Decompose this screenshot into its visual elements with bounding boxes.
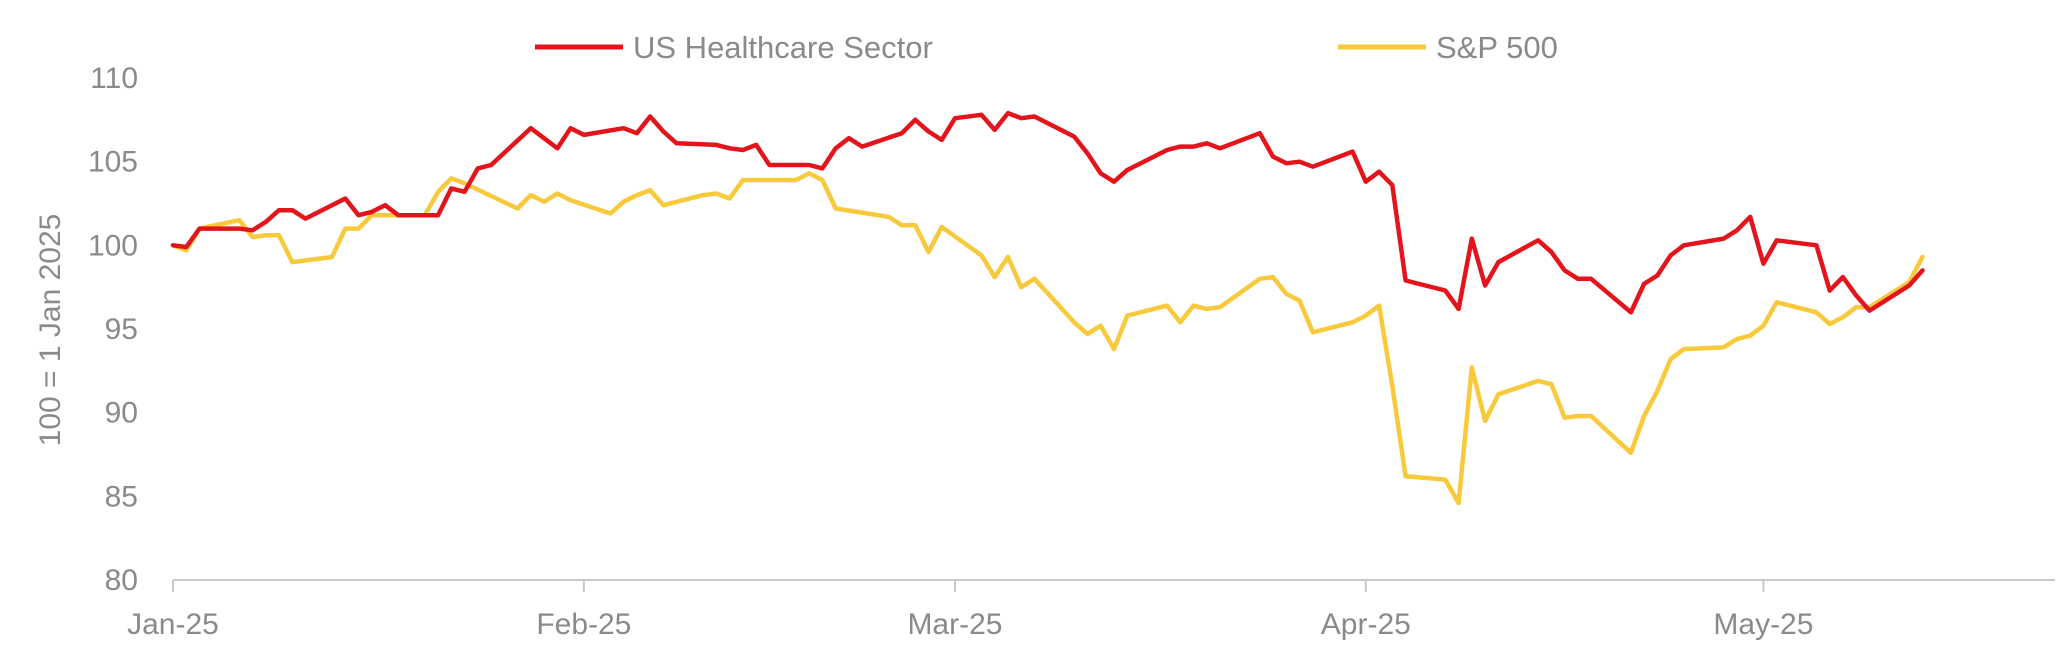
plot-area (170, 110, 1925, 506)
legend-label-us-healthcare: US Healthcare Sector (633, 30, 933, 65)
y-axis: 80 85 90 95 100 105 110 (88, 62, 138, 597)
y-tick-label-95: 95 (105, 313, 138, 346)
y-tick-label-90: 90 (105, 397, 138, 430)
x-axis: Jan-25 Feb-25 Mar-25 Apr-25 May-25 (127, 579, 2055, 641)
x-tick-label-mar-25: Mar-25 (907, 608, 1002, 641)
y-tick-label-100: 100 (88, 229, 138, 262)
y-tick-label-105: 105 (88, 146, 138, 179)
series-line-us-healthcare-sector (170, 110, 1925, 315)
x-tick-label-apr-25: Apr-25 (1321, 608, 1411, 641)
y-tick-label-80: 80 (105, 564, 138, 597)
legend-label-sp500: S&P 500 (1436, 30, 1558, 65)
x-tick-label-feb-25: Feb-25 (536, 608, 631, 641)
y-tick-label-110: 110 (90, 62, 138, 95)
x-tick-label-jan-25: Jan-25 (127, 608, 219, 641)
y-tick-label-85: 85 (105, 480, 138, 513)
y-axis-title: 100 = 1 Jan 2025 (34, 214, 67, 447)
x-tick-label-may-25: May-25 (1713, 608, 1813, 641)
legend: US Healthcare Sector S&P 500 (535, 30, 1558, 65)
series-line-s-p-500 (170, 171, 1925, 506)
